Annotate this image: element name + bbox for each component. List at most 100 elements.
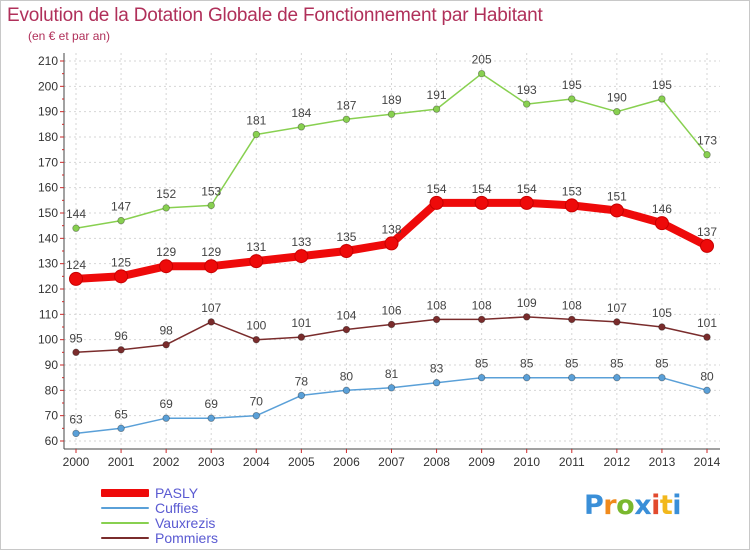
data-point-pasly [474,195,489,210]
data-label-pasly: 154 [427,182,447,196]
data-label-cuffies: 83 [430,362,444,376]
data-label-vauxrezis: 195 [652,78,672,92]
data-point-pasly [69,271,83,286]
legend-swatch-vauxrezis [101,522,149,524]
logo-letter: o [616,490,635,521]
data-label-pommiers: 104 [336,309,356,323]
data-point-pommiers [658,323,666,331]
data-point-cuffies [523,373,531,382]
data-label-vauxrezis: 191 [427,88,447,102]
legend-item-cuffies[interactable]: Cuffies [101,500,301,516]
data-point-pommiers [613,318,621,326]
data-point-pommiers [432,315,441,324]
y-tick-label: 160 [38,181,58,195]
data-label-pasly: 125 [111,255,131,269]
data-point-cuffies [613,373,621,382]
legend-item-pommiers[interactable]: Pommiers [101,530,301,546]
data-label-cuffies: 65 [114,407,128,421]
x-tick-label: 2003 [198,455,225,469]
x-tick-label: 2002 [153,455,180,469]
y-tick-label: 70 [45,409,59,423]
data-label-cuffies: 63 [69,412,83,426]
legend-label-cuffies: Cuffies [155,500,199,516]
data-label-pommiers: 108 [427,298,447,312]
data-label-pommiers: 109 [517,296,537,310]
data-point-pommiers [72,348,80,357]
data-point-cuffies [252,411,260,420]
data-point-pasly [429,195,444,210]
data-point-cuffies [658,373,666,382]
data-point-pommiers [477,315,486,324]
data-label-vauxrezis: 190 [607,91,627,105]
x-tick-label: 2009 [468,455,495,469]
data-point-vauxrezis [297,123,306,131]
data-label-pommiers: 101 [291,316,311,330]
data-label-cuffies: 85 [610,357,624,371]
data-label-pasly: 137 [697,225,717,239]
data-point-pasly [609,203,624,218]
data-point-cuffies [568,373,576,382]
x-tick-label: 2008 [423,455,450,469]
data-point-cuffies [387,384,396,392]
data-point-cuffies [72,429,80,438]
data-point-pasly [384,236,399,251]
y-tick-label: 60 [45,434,59,448]
legend-item-pasly[interactable]: PASLY [101,485,301,501]
x-tick-label: 2012 [604,455,631,469]
data-point-vauxrezis [252,130,260,139]
data-label-cuffies: 78 [295,374,309,388]
data-label-cuffies: 85 [655,357,669,371]
data-label-pasly: 129 [156,245,176,259]
data-point-pommiers [387,320,396,329]
y-tick-label: 190 [38,105,58,119]
data-label-pasly: 154 [517,182,537,196]
legend-swatch-pommiers [101,537,149,539]
chart-subtitle: (en € et par an) [28,29,111,43]
data-label-vauxrezis: 144 [66,207,86,221]
data-point-vauxrezis [703,151,711,159]
data-label-pommiers: 101 [697,316,717,330]
legend-item-vauxrezis[interactable]: Vauxrezis [101,515,301,531]
data-point-pommiers [703,333,711,341]
x-tick-label: 2013 [649,455,676,469]
data-point-cuffies [297,391,306,400]
logo-letter: t [659,490,673,521]
data-label-pasly: 138 [381,222,401,236]
legend-swatch-pasly [101,489,149,497]
data-point-vauxrezis [523,100,531,108]
logo-letter: i [672,490,682,521]
data-point-pasly [654,216,669,231]
data-point-pasly [564,198,579,213]
data-label-cuffies: 85 [520,357,534,371]
data-point-pommiers [523,313,531,321]
legend-label-pasly: PASLY [155,485,199,501]
x-tick-label: 2000 [63,455,90,469]
data-point-pasly [159,259,174,274]
data-label-pommiers: 105 [652,306,672,320]
data-label-cuffies: 80 [340,369,354,383]
data-point-cuffies [432,379,441,387]
y-tick-label: 130 [38,257,58,271]
data-label-pasly: 133 [291,235,311,249]
data-point-pasly [114,269,129,284]
y-tick-label: 80 [45,383,59,397]
data-label-pommiers: 96 [114,329,128,343]
data-point-cuffies [342,386,351,395]
y-tick-label: 140 [38,231,58,245]
data-label-cuffies: 69 [159,397,173,411]
y-tick-label: 210 [38,54,58,68]
data-label-pommiers: 107 [607,301,627,315]
y-tick-label: 110 [39,307,58,321]
logo-letter: P [584,490,604,521]
x-tick-label: 2011 [559,455,585,469]
y-tick-label: 100 [38,333,58,347]
data-point-pommiers [117,346,125,354]
data-point-vauxrezis [162,204,170,212]
data-label-pommiers: 106 [381,303,401,317]
data-label-pasly: 146 [652,202,672,216]
y-tick-label: 90 [45,358,59,372]
data-point-vauxrezis [117,216,125,225]
data-point-pasly [700,238,714,253]
